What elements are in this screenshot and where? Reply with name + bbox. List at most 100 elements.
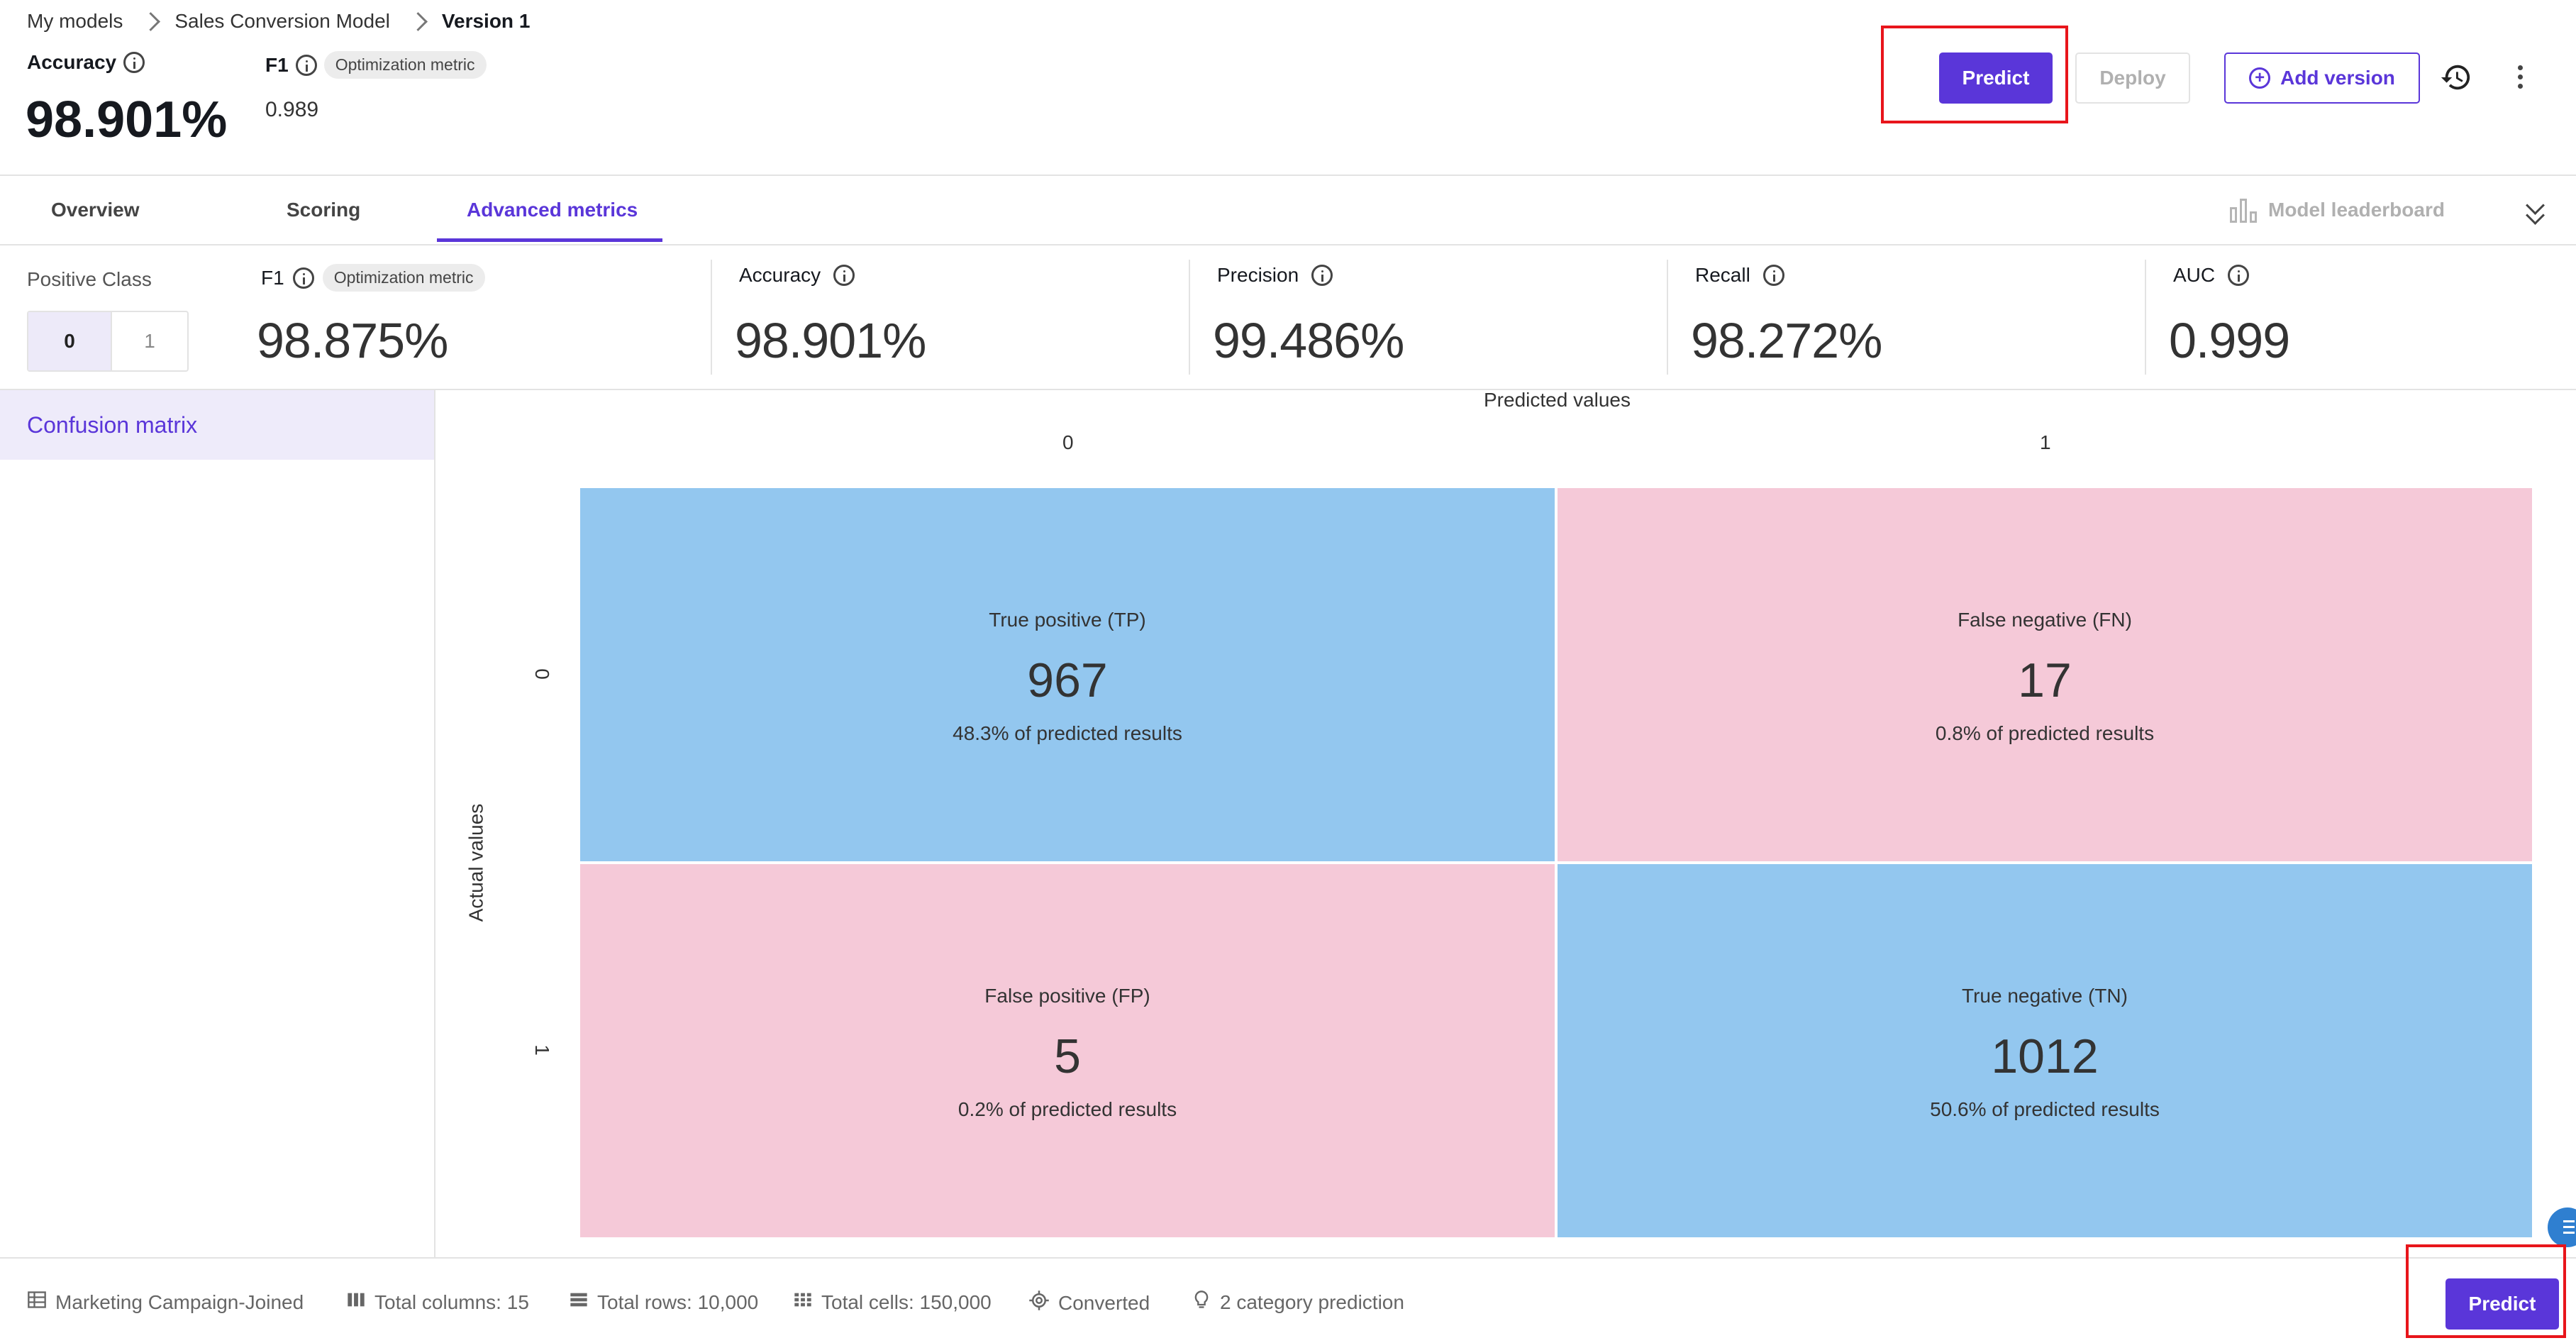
header-f1-value: 0.989 [265,98,319,121]
class-option-1[interactable]: 1 [144,330,155,352]
deploy-button[interactable]: Deploy [2075,52,2190,104]
metric-precision-value: 99.486% [1213,313,1404,368]
matrix-row-header: 0 [531,668,553,680]
actual-values-label: Actual values [465,803,487,922]
model-leaderboard-label: Model leaderboard [2268,199,2445,221]
add-version-label: Add version [2280,67,2395,89]
cell-percentage: 0.2% of predicted results [957,1098,1177,1120]
double-chevron-down-icon[interactable] [2526,196,2545,225]
positive-class-label: Positive Class [27,268,152,290]
metric-accuracy-value: 98.901% [735,313,926,368]
cell-title: True positive (TP) [989,609,1146,631]
grid-icon [793,1290,813,1315]
info-icon[interactable] [123,52,145,73]
metric-f1: F1 Optimization metric [261,264,485,292]
metric-auc-label: AUC [2173,264,2216,286]
info-icon[interactable] [833,265,855,286]
metric-divider [2145,260,2146,375]
footer-divider [0,1257,2576,1259]
positive-class-toggle: 0 1 [27,311,189,372]
cell-value: 17 [2018,653,2072,707]
cell-title: False negative (FN) [1958,609,2132,631]
metric-divider [1189,260,1190,375]
footer-cells: Total cells: 150,000 [793,1290,992,1315]
info-icon[interactable] [295,54,317,76]
metric-f1-value: 98.875% [257,313,448,368]
metrics-divider [0,389,2576,390]
lightbulb-icon [1192,1290,1211,1315]
header-accuracy-value: 98.901% [26,92,228,148]
tab-advanced-metrics[interactable]: Advanced metrics [467,199,638,221]
metric-auc: AUC [2173,264,2250,287]
matrix-cell-false-negative: False negative (FN) 17 0.8% of predicted… [1558,488,2532,861]
matrix-cell-true-positive: True positive (TP) 967 48.3% of predicte… [580,488,1555,861]
metric-divider [1667,260,1668,375]
cell-percentage: 50.6% of predicted results [1930,1098,2160,1120]
footer-dataset-label: Marketing Campaign-Joined [55,1291,304,1313]
footer-target-label: Converted [1058,1291,1150,1314]
info-icon[interactable] [1762,265,1784,286]
breadcrumb-item-model[interactable]: Sales Conversion Model [174,10,390,32]
metric-recall-label: Recall [1695,264,1750,286]
cell-percentage: 48.3% of predicted results [953,722,1182,744]
rows-icon [569,1290,589,1315]
footer-columns: Total columns: 15 [346,1290,529,1315]
cell-value: 967 [1027,653,1108,707]
footer-predict-highlight-box [2406,1244,2566,1338]
info-icon[interactable] [2228,265,2250,286]
plus-circle-icon: + [2249,67,2271,89]
footer-prediction-type: 2 category prediction [1192,1290,1404,1315]
add-version-button[interactable]: + Add version [2224,52,2420,104]
tab-active-indicator [437,238,662,242]
matrix-col-header: 1 [2040,431,2051,453]
breadcrumb-item-my-models[interactable]: My models [27,10,123,32]
footer-rows: Total rows: 10,000 [569,1290,758,1315]
metric-accuracy: Accuracy [739,264,855,287]
info-icon[interactable] [292,267,314,289]
tab-overview[interactable]: Overview [51,199,140,221]
cell-percentage: 0.8% of predicted results [1935,722,2155,744]
matrix-row-header: 1 [531,1044,553,1056]
class-option-0[interactable]: 0 [28,312,112,370]
metric-recall-value: 98.272% [1691,313,1882,368]
more-options-icon[interactable] [2518,65,2523,89]
header-accuracy-label: Accuracy [27,51,117,73]
history-icon[interactable] [2440,61,2472,97]
metric-divider [711,260,712,375]
sidebar-item-label: Confusion matrix [27,411,198,438]
header-f1-label: F1 [265,53,289,76]
tabs-divider [0,244,2576,245]
header-f1: F1 Optimization metric [265,51,487,79]
chat-icon[interactable] [2548,1207,2576,1247]
info-icon[interactable] [1311,265,1333,286]
cell-title: False positive (FP) [984,985,1150,1007]
header-divider [0,175,2576,176]
predicted-values-label: Predicted values [1484,389,1631,411]
metric-f1-label: F1 [261,266,284,289]
tab-scoring[interactable]: Scoring [287,199,361,221]
matrix-col-header: 0 [1062,431,1074,453]
table-icon [27,1290,47,1315]
matrix-cell-false-positive: False positive (FP) 5 0.2% of predicted … [580,864,1555,1237]
bar-chart-icon [2230,197,2257,223]
model-leaderboard-button[interactable]: Model leaderboard [2230,197,2445,223]
sidebar: Confusion matrix [0,390,435,1257]
sidebar-item-confusion-matrix[interactable]: Confusion matrix [0,390,434,460]
footer-prediction-type-label: 2 category prediction [1220,1291,1404,1313]
metric-recall: Recall [1695,264,1784,287]
metric-precision: Precision [1217,264,1333,287]
chevron-right-icon [408,11,428,31]
footer-target: Converted [1028,1290,1150,1316]
footer-predict-button[interactable]: Predict [2445,1278,2559,1330]
cell-value: 1012 [1991,1029,2099,1083]
cell-value: 5 [1054,1029,1081,1083]
chevron-right-icon [141,11,161,31]
footer-dataset: Marketing Campaign-Joined [27,1290,304,1315]
predict-highlight-box [1881,26,2068,123]
metric-auc-value: 0.999 [2169,313,2290,368]
cell-title: True negative (TN) [1962,985,2128,1007]
target-icon [1028,1290,1050,1316]
footer-rows-label: Total rows: 10,000 [597,1291,759,1313]
optimization-metric-badge: Optimization metric [323,51,487,79]
predict-button[interactable]: Predict [1939,52,2053,104]
